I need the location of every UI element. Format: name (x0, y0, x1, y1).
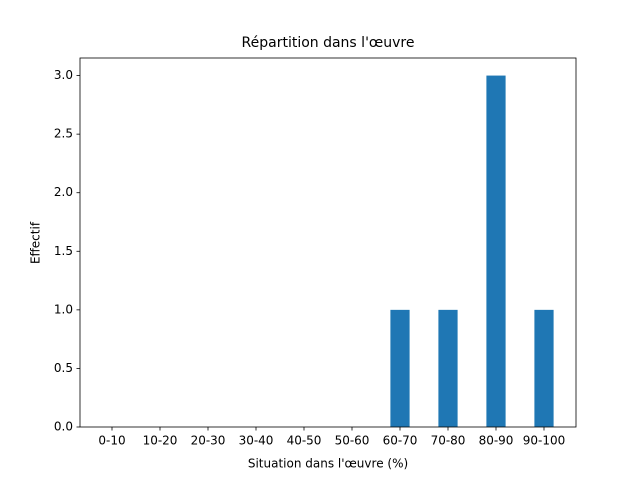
x-tick-label: 50-60 (335, 434, 370, 448)
x-tick-label: 0-10 (98, 434, 125, 448)
y-tick-label: 1.5 (54, 244, 73, 258)
bar (390, 309, 410, 427)
x-axis-label: Situation dans l'œuvre (%) (248, 457, 408, 471)
y-tick-label: 3.0 (54, 68, 73, 82)
x-tick-label: 80-90 (479, 434, 514, 448)
x-tick-label: 10-20 (143, 434, 178, 448)
y-tick-label: 0.5 (54, 361, 73, 375)
y-tick-label: 0.0 (54, 420, 73, 434)
y-tick-label: 2.0 (54, 185, 73, 199)
x-tick-label: 70-80 (431, 434, 466, 448)
x-tick-label: 90-100 (523, 434, 566, 448)
bar (438, 309, 458, 427)
y-tick-label: 2.5 (54, 127, 73, 141)
bar (534, 309, 554, 427)
chart-title: Répartition dans l'œuvre (242, 35, 415, 51)
y-axis-label: Effectif (29, 221, 43, 264)
bar (486, 75, 506, 428)
x-tick-label: 60-70 (383, 434, 418, 448)
x-tick-label: 30-40 (239, 434, 274, 448)
y-tick-label: 1.0 (54, 302, 73, 316)
x-tick-label: 40-50 (287, 434, 322, 448)
plot-frame (79, 57, 577, 428)
x-tick-label: 20-30 (191, 434, 226, 448)
